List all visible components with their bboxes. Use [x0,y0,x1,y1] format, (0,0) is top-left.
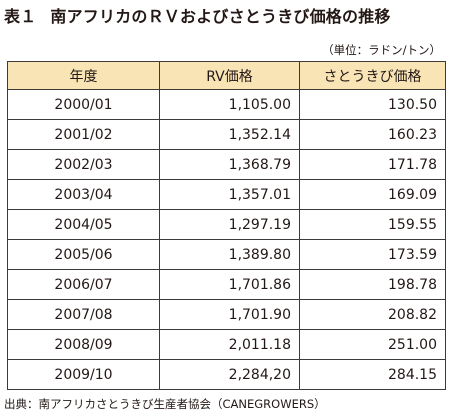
price-table: 年度 RV価格 さとうきび価格 2000/01 1,105.00 130.50 200… [7,61,446,390]
header-year: 年度 [7,61,160,90]
year-cell: 2007/08 [7,299,160,330]
cane-price-cell: 284.15 [299,359,446,390]
cane-price-cell: 130.50 [299,89,446,120]
table-number: 表１ [4,7,37,26]
year-cell: 2005/06 [7,239,160,270]
rv-price-cell: 1,389.80 [159,239,300,270]
year-cell: 2008/09 [7,329,160,360]
cane-price-cell: 208.82 [299,299,446,330]
cane-price-cell: 169.09 [299,179,446,210]
year-cell: 2006/07 [7,269,160,300]
table-row: 2009/10 2,284,20 284.15 [7,359,446,390]
table-row: 2002/03 1,368.79 171.78 [7,149,446,180]
header-row: 年度 RV価格 さとうきび価格 [7,61,446,90]
year-cell: 2004/05 [7,209,160,240]
rv-price-cell: 2,011.18 [159,329,300,360]
rv-price-cell: 1,297.19 [159,209,300,240]
table-row: 2007/08 1,701.90 208.82 [7,299,446,330]
header-cane-price: さとうきび価格 [299,61,446,90]
rv-price-cell: 1,352.14 [159,119,300,150]
cane-price-cell: 160.23 [299,119,446,150]
year-cell: 2001/02 [7,119,160,150]
table-row: 2001/02 1,352.14 160.23 [7,119,446,150]
rv-price-cell: 1,368.79 [159,149,300,180]
cane-price-cell: 251.00 [299,329,446,360]
year-cell: 2002/03 [7,149,160,180]
table-row: 2006/07 1,701.86 198.78 [7,269,446,300]
table-row: 2008/09 2,011.18 251.00 [7,329,446,360]
table-row: 2000/01 1,105.00 130.50 [7,89,446,120]
rv-price-cell: 1,105.00 [159,89,300,120]
year-cell: 2009/10 [7,359,160,390]
table-row: 2004/05 1,297.19 159.55 [7,209,446,240]
rv-price-cell: 1,701.90 [159,299,300,330]
rv-price-cell: 1,701.86 [159,269,300,300]
year-cell: 2000/01 [7,89,160,120]
year-cell: 2003/04 [7,179,160,210]
source-note: 出典：南アフリカさとうきび生産者協会（CANEGROWERS） [4,397,326,411]
table-title-text: 南アフリカのＲＶおよびさとうきび価格の推移 [50,7,391,26]
table-row: 2003/04 1,357.01 169.09 [7,179,446,210]
header-rv-price: RV価格 [159,61,300,90]
cane-price-cell: 198.78 [299,269,446,300]
rv-price-cell: 2,284,20 [159,359,300,390]
cane-price-cell: 159.55 [299,209,446,240]
unit-note: （単位：ラドン/トン） [322,43,441,57]
cane-price-cell: 173.59 [299,239,446,270]
table-row: 2005/06 1,389.80 173.59 [7,239,446,270]
table-title: 表１ 南アフリカのＲＶおよびさとうきび価格の推移 [4,3,391,27]
cane-price-cell: 171.78 [299,149,446,180]
rv-price-cell: 1,357.01 [159,179,300,210]
